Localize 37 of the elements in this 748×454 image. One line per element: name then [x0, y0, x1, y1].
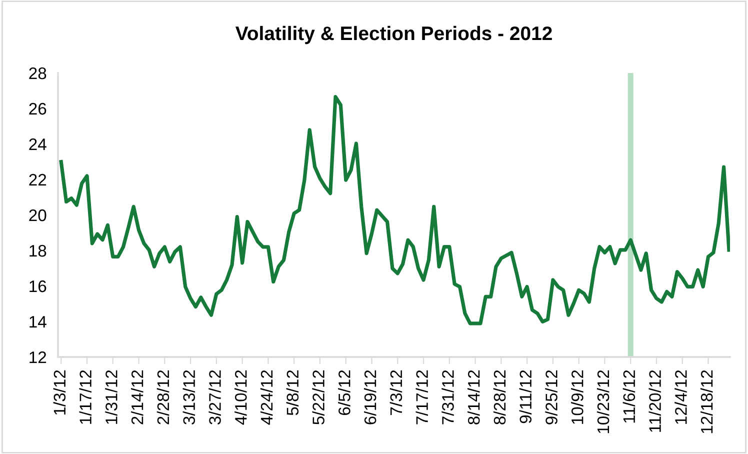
x-tick-label: 8/14/12 [468, 370, 480, 424]
x-tick-label: 6/5/12 [338, 370, 350, 415]
x-tick-label: 1/3/12 [53, 370, 66, 415]
y-tick-label: 14 [30, 316, 46, 328]
x-tick-label: 10/9/12 [571, 370, 584, 424]
y-tick-label: 28 [29, 67, 46, 80]
y-tick-label: 20 [29, 209, 46, 222]
y-tick-label: 16 [30, 280, 46, 292]
y-tick-label: 22 [29, 174, 46, 186]
line-series [59, 94, 730, 326]
x-tick-label: 11/20/12 [648, 370, 661, 432]
x-tick-label: 7/17/12 [416, 370, 428, 424]
x-tick-label: 3/27/12 [208, 370, 221, 424]
x-tick-label: 9/11/12 [519, 370, 532, 424]
x-tick-label: 1/17/12 [79, 370, 92, 424]
x-tick-label: 11/6/12 [622, 370, 636, 423]
x-tick-label: 5/22/12 [312, 370, 324, 424]
y-tick-label: 18 [30, 244, 46, 257]
x-tick-label: 9/25/12 [545, 370, 558, 424]
x-tick-label: 3/13/12 [182, 370, 196, 424]
x-tick-label: 2/28/12 [156, 370, 170, 424]
x-tick-label: 7/31/12 [442, 370, 454, 424]
y-tick-label: 12 [30, 351, 46, 364]
x-tick-label: 12/18/12 [700, 370, 713, 434]
y-tick-label: 24 [29, 138, 46, 150]
y-tick-label: 26 [29, 102, 46, 115]
x-tick-label: 12/4/12 [674, 370, 687, 424]
x-tick-label: 4/10/12 [234, 370, 247, 425]
chart-title: Volatility & Election Periods - 2012 [235, 26, 552, 44]
x-tick-label: 1/31/12 [105, 370, 118, 424]
x-tick-label: 7/3/12 [390, 370, 402, 415]
x-tick-label: 8/28/12 [493, 370, 506, 424]
x-tick-label: 5/8/12 [286, 370, 299, 416]
x-tick-label: 6/19/12 [364, 370, 376, 424]
x-tick-label: 2/14/12 [130, 370, 144, 424]
x-tick-label: 10/23/12 [596, 370, 610, 434]
x-tick-label: 4/24/12 [260, 370, 273, 425]
